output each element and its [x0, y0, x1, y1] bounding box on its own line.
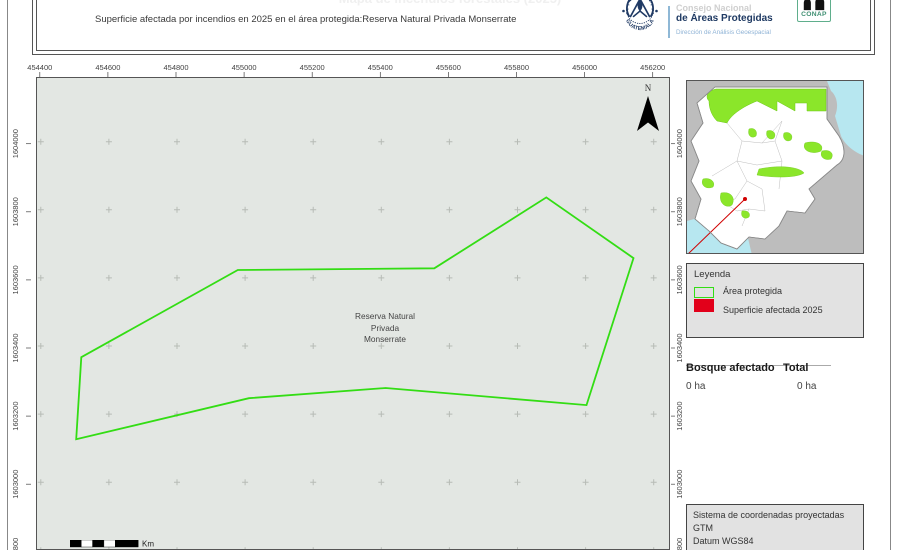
svg-text:1603400: 1603400	[11, 333, 20, 362]
svg-text:455600: 455600	[436, 63, 461, 72]
svg-text:1603200: 1603200	[675, 401, 684, 430]
svg-text:455000: 455000	[232, 63, 257, 72]
svg-text:456200: 456200	[640, 63, 665, 72]
svg-text:1603600: 1603600	[11, 265, 20, 294]
svg-text:456000: 456000	[572, 63, 597, 72]
svg-text:1603400: 1603400	[675, 333, 684, 362]
svg-text:1603800: 1603800	[675, 197, 684, 226]
svg-text:454800: 454800	[163, 63, 188, 72]
svg-text:455400: 455400	[368, 63, 393, 72]
svg-text:1603200: 1603200	[11, 401, 20, 430]
svg-text:1602800: 1602800	[675, 538, 684, 550]
svg-text:1603800: 1603800	[11, 197, 20, 226]
svg-text:1602800: 1602800	[11, 538, 20, 550]
svg-text:454600: 454600	[95, 63, 120, 72]
svg-text:Km: Km	[142, 540, 154, 549]
svg-text:1603600: 1603600	[675, 265, 684, 294]
svg-text:1603000: 1603000	[11, 470, 20, 499]
svg-text:454400: 454400	[27, 63, 52, 72]
svg-text:455800: 455800	[504, 63, 529, 72]
svg-text:GUATEMALA: GUATEMALA	[624, 18, 656, 32]
svg-text:455200: 455200	[300, 63, 325, 72]
svg-text:1604000: 1604000	[675, 129, 684, 158]
svg-text:1603000: 1603000	[675, 470, 684, 499]
svg-text:1604000: 1604000	[11, 129, 20, 158]
